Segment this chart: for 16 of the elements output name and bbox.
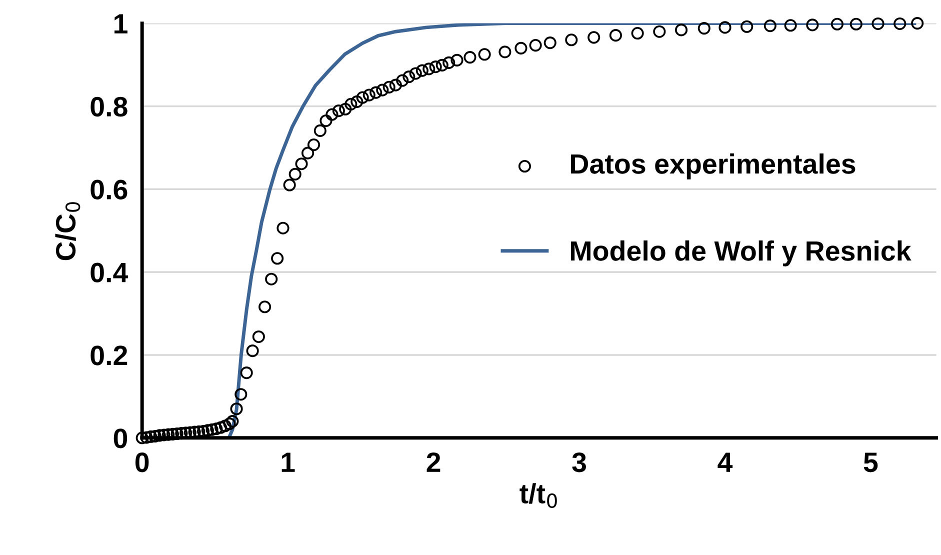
- x-tick-label: 4: [718, 452, 733, 472]
- x-tick-label: 0: [135, 452, 149, 472]
- y-tick-label: 1: [114, 14, 128, 34]
- x-tick-label: 3: [572, 452, 586, 472]
- x-axis-title: t/t$_{0}$: [520, 483, 557, 508]
- y-axis-title: C/C$_{0}$: [55, 202, 80, 260]
- y-tick-label: 0.2: [90, 346, 128, 366]
- y-tick-label: 0.8: [90, 96, 128, 117]
- legend-label: Datos experimentales: [571, 153, 856, 180]
- x-tick-label: 2: [426, 452, 440, 472]
- y-tick-label: 0.4: [90, 262, 128, 282]
- legend-label: Modelo de Wolf y Resnick: [571, 240, 912, 266]
- y-tick-label: 0: [114, 428, 128, 448]
- x-tick-label: 5: [864, 452, 878, 472]
- x-tick-label: 1: [282, 452, 295, 472]
- y-tick-label: 0.6: [90, 180, 128, 200]
